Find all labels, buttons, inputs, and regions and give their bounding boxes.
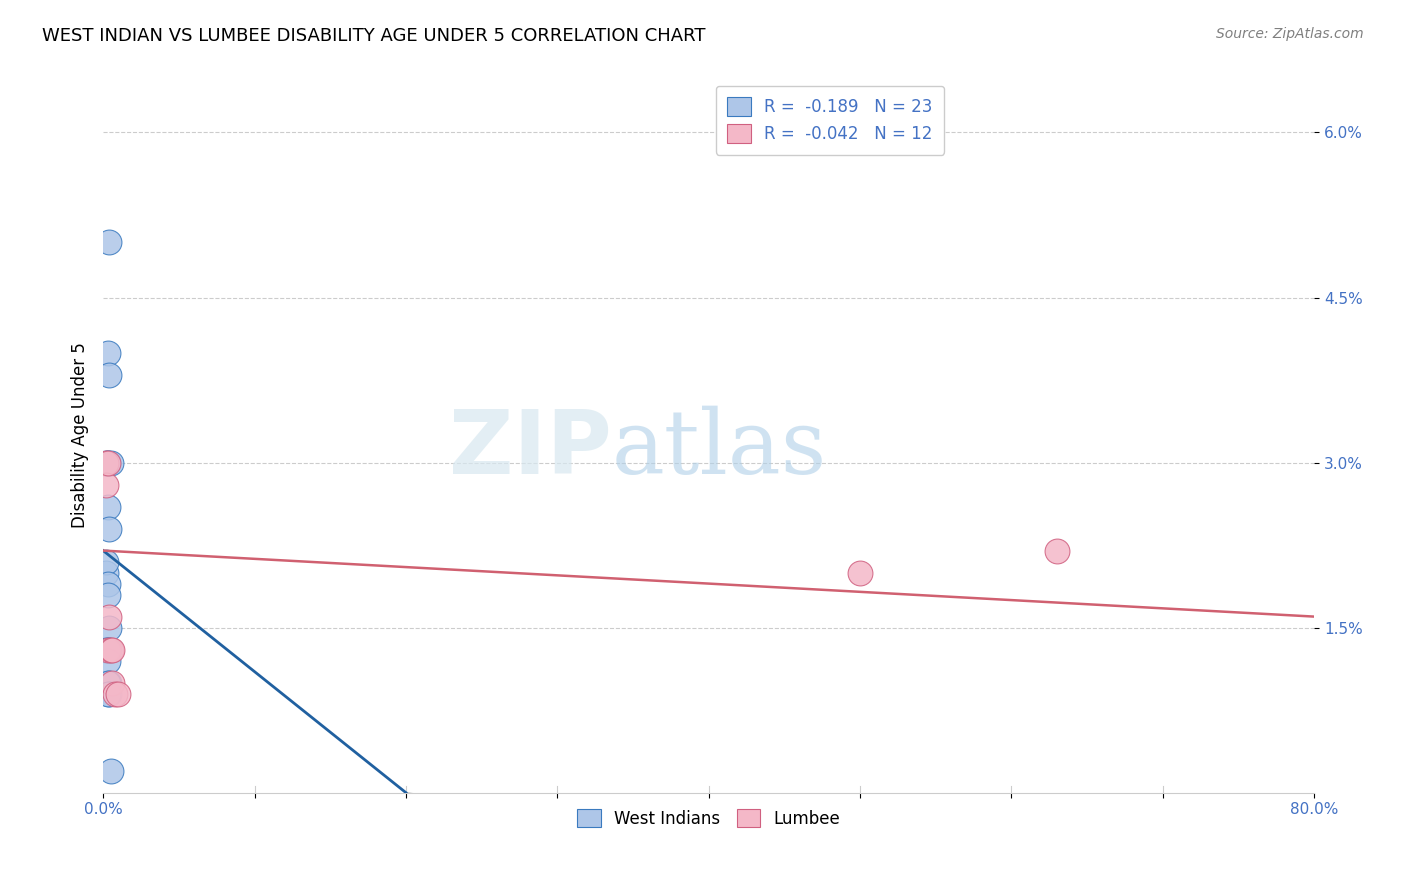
Text: atlas: atlas	[612, 406, 827, 493]
Point	[1046, 543, 1069, 558]
Point	[98, 687, 121, 701]
Point	[100, 456, 122, 470]
Point	[96, 555, 118, 569]
Legend: West Indians, Lumbee: West Indians, Lumbee	[571, 803, 846, 834]
Point	[100, 642, 122, 657]
Point	[849, 566, 872, 580]
Point	[97, 456, 120, 470]
Point	[96, 477, 118, 491]
Text: Source: ZipAtlas.com: Source: ZipAtlas.com	[1216, 27, 1364, 41]
Point	[97, 576, 120, 591]
Point	[97, 675, 120, 690]
Point	[97, 456, 120, 470]
Point	[101, 642, 124, 657]
Point	[97, 345, 120, 359]
Point	[97, 654, 120, 668]
Point	[97, 687, 120, 701]
Point	[98, 642, 121, 657]
Point	[98, 675, 121, 690]
Point	[97, 642, 120, 657]
Point	[104, 687, 127, 701]
Point	[107, 687, 129, 701]
Point	[101, 675, 124, 690]
Point	[97, 500, 120, 514]
Point	[96, 642, 118, 657]
Point	[98, 522, 121, 536]
Point	[97, 456, 120, 470]
Text: ZIP: ZIP	[449, 406, 612, 493]
Point	[98, 368, 121, 382]
Point	[98, 609, 121, 624]
Point	[96, 456, 118, 470]
Text: WEST INDIAN VS LUMBEE DISABILITY AGE UNDER 5 CORRELATION CHART: WEST INDIAN VS LUMBEE DISABILITY AGE UND…	[42, 27, 706, 45]
Point	[98, 621, 121, 635]
Y-axis label: Disability Age Under 5: Disability Age Under 5	[72, 343, 89, 528]
Point	[98, 235, 121, 250]
Point	[100, 764, 122, 778]
Point	[96, 566, 118, 580]
Point	[96, 456, 118, 470]
Point	[97, 642, 120, 657]
Point	[97, 588, 120, 602]
